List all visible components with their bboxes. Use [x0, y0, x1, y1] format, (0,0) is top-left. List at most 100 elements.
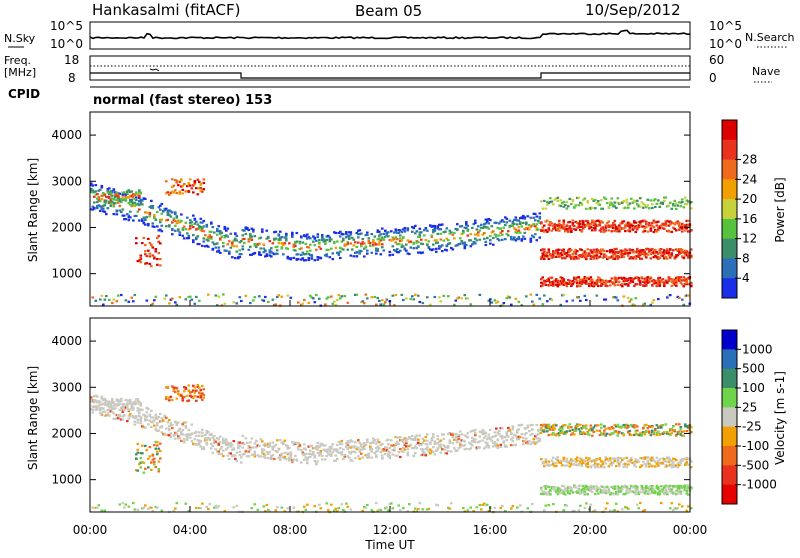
- echo-cell: [209, 438, 212, 440]
- echo-cell: [138, 189, 141, 191]
- echo-cell: [258, 243, 261, 245]
- echo-cell: [144, 445, 147, 447]
- echo-cell: [672, 249, 675, 251]
- echo-cell: [159, 242, 162, 244]
- echo-cell: [258, 445, 261, 447]
- echo-cell: [680, 276, 683, 278]
- echo-cell: [227, 447, 230, 449]
- echo-cell: [182, 399, 185, 401]
- echo-cell: [609, 457, 612, 459]
- echo-cell: [395, 294, 398, 296]
- echo-cell: [140, 466, 143, 468]
- echo-cell: [140, 457, 143, 459]
- echo-cell: [596, 459, 599, 461]
- echo-cell: [174, 301, 177, 303]
- echo-cell: [657, 464, 660, 466]
- echo-cell: [123, 506, 126, 508]
- echo-cell: [207, 294, 210, 296]
- echo-cell: [152, 207, 155, 209]
- echo-cell: [384, 236, 387, 238]
- echo-cell: [540, 222, 543, 224]
- echo-cell: [572, 283, 575, 285]
- echo-cell: [231, 242, 234, 244]
- echo-cell: [617, 460, 620, 462]
- echo-cell: [294, 442, 297, 444]
- nsky-label: N.Sky: [4, 32, 36, 45]
- echo-cell: [330, 296, 333, 298]
- echo-cell: [536, 424, 539, 426]
- echo-cell: [620, 490, 623, 492]
- echo-cell: [606, 202, 609, 204]
- echo-cell: [458, 434, 461, 436]
- echo-cell: [167, 386, 170, 388]
- echo-cell: [648, 207, 651, 209]
- echo-cell: [443, 295, 446, 297]
- echo-cell: [191, 440, 194, 442]
- echo-cell: [654, 429, 657, 431]
- echo-cell: [218, 296, 221, 298]
- echo-cell: [239, 249, 242, 251]
- echo-cell: [176, 433, 179, 435]
- echo-cell: [585, 208, 588, 210]
- echo-cell: [515, 435, 518, 437]
- echo-cell: [176, 192, 179, 194]
- echo-cell: [159, 221, 162, 223]
- echo-cell: [339, 235, 342, 237]
- echo-cell: [492, 244, 495, 246]
- echo-cell: [356, 255, 359, 257]
- echo-cell: [324, 303, 327, 305]
- echo-cell: [512, 440, 515, 442]
- echo-cell: [615, 297, 618, 299]
- echo-cell: [209, 503, 212, 505]
- echo-cell: [392, 245, 395, 247]
- echo-cell: [155, 219, 158, 221]
- echo-cell: [192, 234, 195, 236]
- echo-cell: [669, 202, 672, 204]
- echo-cell: [447, 450, 450, 452]
- echo-cell: [480, 508, 483, 510]
- echo-cell: [429, 452, 432, 454]
- echo-cell: [170, 216, 173, 218]
- echo-cell: [651, 457, 654, 459]
- freq-panel-frame: [90, 56, 690, 80]
- echo-cell: [195, 400, 198, 402]
- echo-cell: [278, 294, 281, 296]
- echo-cell: [113, 205, 116, 207]
- echo-cell: [594, 199, 597, 201]
- echo-cell: [194, 395, 197, 397]
- echo-cell: [149, 253, 152, 255]
- echo-cell: [324, 243, 327, 245]
- echo-cell: [329, 256, 332, 258]
- echo-cell: [600, 251, 603, 253]
- echo-cell: [474, 222, 477, 224]
- colorbar-tick-label: 4: [742, 271, 750, 285]
- echo-cell: [519, 436, 522, 438]
- echo-cell: [507, 230, 510, 232]
- echo-cell: [560, 462, 563, 464]
- echo-cell: [630, 457, 633, 459]
- echo-cell: [183, 440, 186, 442]
- echo-cell: [261, 228, 264, 230]
- echo-cell: [614, 202, 617, 204]
- echo-cell: [441, 223, 444, 225]
- echo-cell: [426, 449, 429, 451]
- echo-cell: [495, 222, 498, 224]
- echo-cell: [492, 237, 495, 239]
- echo-cell: [156, 424, 159, 426]
- echo-cell: [480, 224, 483, 226]
- echo-cell: [245, 233, 248, 235]
- echo-cell: [132, 407, 135, 409]
- echo-cell: [632, 281, 635, 283]
- echo-cell: [659, 252, 662, 254]
- echo-cell: [300, 235, 303, 237]
- echo-cell: [414, 225, 417, 227]
- echo-cell: [279, 239, 282, 241]
- echo-cell: [225, 440, 228, 442]
- echo-cell: [143, 237, 146, 239]
- colorbar-tick-label: 12: [742, 232, 757, 246]
- echo-cell: [678, 229, 681, 231]
- echo-cell: [222, 245, 225, 247]
- echo-cell: [512, 427, 515, 429]
- echo-cell: [398, 504, 401, 506]
- echo-cell: [630, 298, 633, 300]
